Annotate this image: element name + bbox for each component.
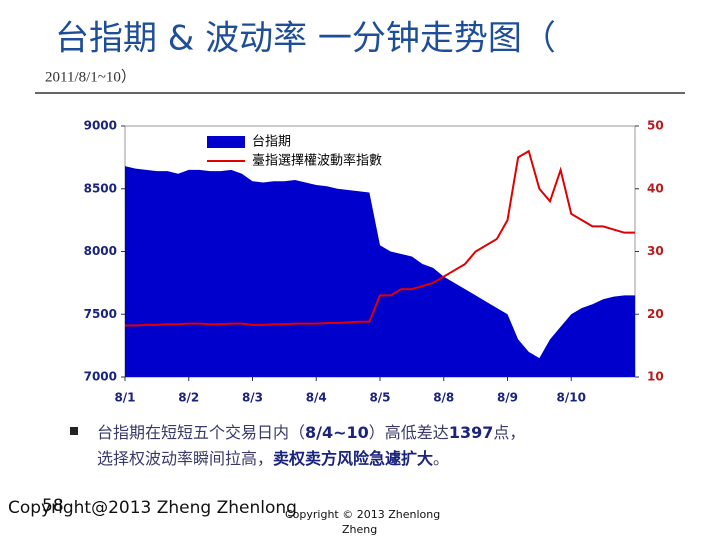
slide-title: 台指期 & 波动率 一分钟走势图（ xyxy=(55,19,556,59)
slide-number: 58 xyxy=(42,496,64,516)
copyright-small: Copyright © 2013 Zhenlong xyxy=(285,508,440,521)
bullet-run: 。 xyxy=(433,449,449,468)
x-tick-label: 8/1 xyxy=(114,391,135,405)
y2-tick-label: 40 xyxy=(647,181,664,195)
legend-swatch xyxy=(207,136,245,148)
y-tick-label: 8500 xyxy=(84,181,117,195)
bullet-run: 点， xyxy=(493,423,525,442)
y2-tick-label: 10 xyxy=(647,370,664,384)
y-tick-label: 7500 xyxy=(84,307,117,321)
y-tick-label: 7000 xyxy=(84,370,117,384)
bullet-line: 台指期在短短五个交易日内（8/4~10）高低差达1397点， xyxy=(97,423,525,442)
copyright: Copyright@2013 Zheng Zhenlong xyxy=(8,498,297,518)
slide-subtitle: 2011/8/1~10） xyxy=(45,68,136,85)
chart: 7000 7500 8000 8500 9000 10 20 30 40 50 8/1 8/2 8/3 8… xyxy=(84,119,664,405)
y-tick-label: 9000 xyxy=(84,119,117,133)
legend-label: 臺指選擇權波動率指數 xyxy=(252,153,382,169)
y2-tick-label: 50 xyxy=(647,119,664,133)
x-tick-label: 8/4 xyxy=(306,391,327,405)
x-tick-label: 8/5 xyxy=(369,391,390,405)
bullet-run: ）高低差达 xyxy=(369,423,449,442)
bullet-marker xyxy=(70,427,78,435)
bullet-run: 8/4~10 xyxy=(305,423,369,442)
y2-tick-label: 30 xyxy=(647,244,664,258)
legend-label: 台指期 xyxy=(252,135,291,150)
bullet-run: 1397 xyxy=(449,423,494,442)
x-tick-label: 8/8 xyxy=(433,391,454,405)
bullet-line: 选择权波动率瞬间拉高，卖权卖方风险急遽扩大。 xyxy=(97,449,449,468)
x-tick-label: 8/2 xyxy=(178,391,199,405)
copyright-small: Zheng xyxy=(342,523,377,536)
y2-tick-label: 20 xyxy=(647,307,664,321)
bullet-run: 卖权卖方风险急遽扩大 xyxy=(273,449,433,468)
y-tick-label: 8000 xyxy=(84,244,117,258)
bullet-run: 台指期在短短五个交易日内（ xyxy=(97,423,305,442)
x-tick-label: 8/9 xyxy=(497,391,518,405)
x-tick-label: 8/10 xyxy=(557,391,586,405)
bullet-run: 选择权波动率瞬间拉高， xyxy=(97,449,273,468)
line xyxy=(125,149,635,327)
x-tick-label: 8/3 xyxy=(242,391,263,405)
